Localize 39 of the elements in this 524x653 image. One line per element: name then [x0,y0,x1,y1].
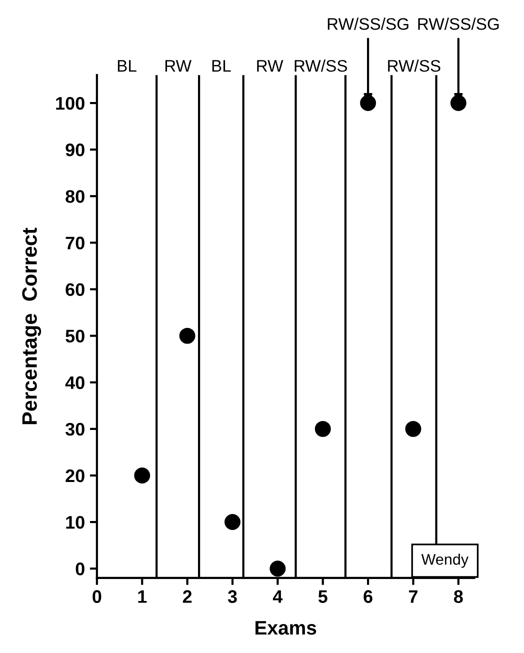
y-tick-label: 40 [65,376,84,390]
x-axis-title: Exams [256,621,316,635]
y-tick-label: 100 [56,96,84,110]
x-tick-label: 4 [272,590,283,603]
y-tick-label: 60 [66,283,84,296]
text: BL [212,60,231,72]
point [134,468,150,484]
text: RW [257,60,284,72]
point [270,560,286,577]
y-tick-label: 70 [66,236,84,250]
x-tick-label: 8 [454,590,463,603]
y-tick-label: 30 [65,422,84,436]
point [179,328,196,344]
x-tick-label: 2 [182,590,192,603]
y-tick-label: 10 [66,516,84,529]
y-tick-label: 50 [66,330,84,343]
annotation: RW/SS/SG [328,18,408,30]
x-tick-label: 3 [228,590,237,603]
y-tick-label: 80 [66,190,84,203]
x-tick-label: 6 [364,590,372,603]
y-tick-label: 0 [76,562,84,576]
point [450,95,466,112]
text: RW [165,60,192,72]
point [224,514,240,530]
text: RW/SS [388,60,440,72]
point [405,420,422,437]
point [360,95,376,112]
x-tick-label: 0 [92,590,102,603]
x-tick-label: 5 [318,590,328,603]
text: RW/SS [294,60,347,72]
point [314,420,331,437]
y-tick-label: 90 [66,144,84,156]
text: BL [118,60,136,72]
x-tick-label: 1 [138,590,147,603]
x-tick-label: 7 [408,590,418,603]
y-tick-label: 20 [66,469,84,482]
annotation: RW/SS/SG [418,18,499,30]
y-axis-title: Percentage Correct [22,228,42,424]
annotation: Wendy [421,554,469,568]
